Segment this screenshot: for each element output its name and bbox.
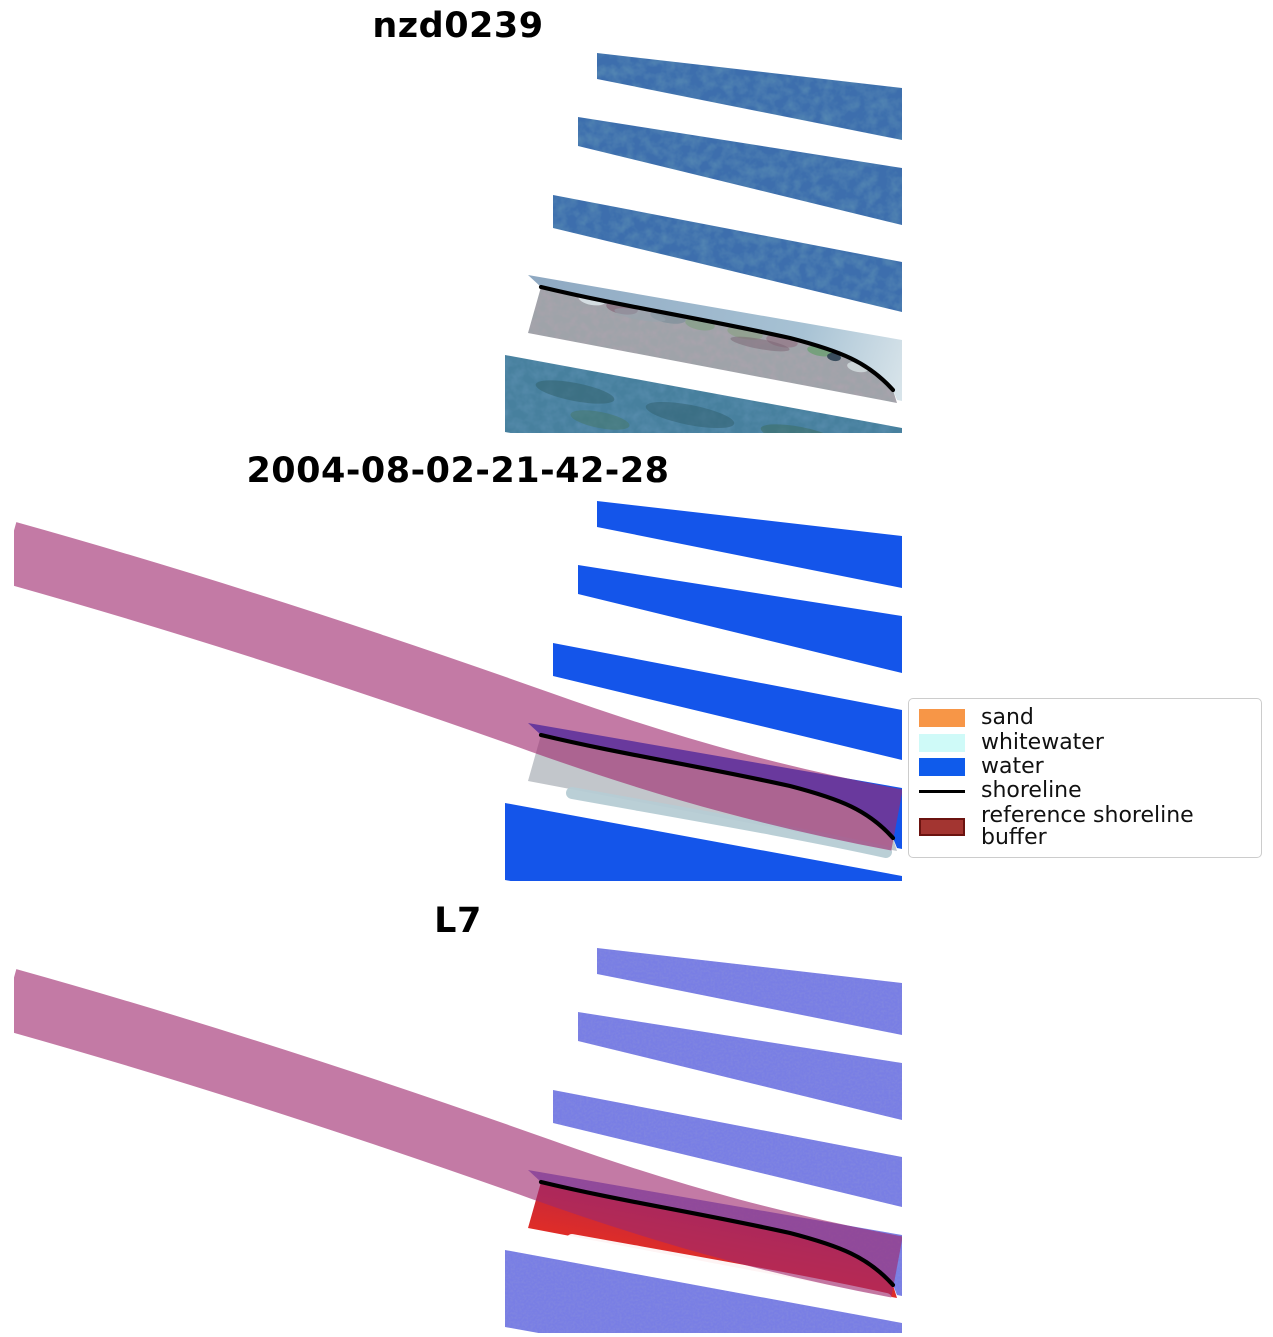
panel-3-title: L7 (434, 901, 482, 941)
legend-label: water (981, 753, 1044, 779)
legend-label: sand (981, 705, 1034, 731)
reference-shoreline-buffer-band (14, 969, 902, 1298)
reference-buffer-swatch (919, 817, 965, 836)
sand-swatch (919, 709, 965, 728)
legend-label: shoreline (981, 778, 1082, 804)
beach-region (528, 287, 897, 403)
beach-patch (827, 352, 841, 362)
panel-3-image (14, 948, 902, 1333)
whitewater-swatch (919, 733, 965, 752)
water-stripe (597, 501, 902, 588)
water-stripe (578, 1012, 902, 1120)
panel-1-image (505, 53, 902, 433)
legend-item-shoreline: shoreline (919, 780, 1251, 802)
shoreline-path (538, 1179, 896, 1288)
legend-label: whitewater (981, 729, 1104, 755)
sea-patch (570, 410, 630, 430)
water-stripe (553, 195, 902, 312)
shoreline-path (538, 284, 896, 393)
legend-item-water: water (919, 753, 1251, 779)
beach-edge-sliver (566, 1234, 892, 1305)
legend-box: sand whitewater water shoreline referenc… (908, 698, 1262, 858)
water-stripe (597, 53, 902, 140)
water-stripe (578, 565, 902, 673)
beach-patch (730, 336, 790, 352)
beach-edge-sliver (566, 787, 892, 858)
water-swatch (919, 757, 965, 776)
bottom-stripe (505, 803, 902, 881)
sea-patch (760, 424, 840, 433)
water-stripe (553, 643, 902, 760)
bottom-stripe (505, 1250, 902, 1333)
beach-patch (614, 308, 666, 322)
shoreline-swatch (919, 782, 965, 800)
above-shore-water (528, 275, 902, 401)
water-stripe (553, 1090, 902, 1207)
shoreline-path (538, 732, 896, 841)
legend-item-sand: sand (919, 707, 1251, 729)
sea-patch (535, 380, 615, 404)
reference-shoreline-buffer-band (14, 522, 902, 851)
panel-1-title: nzd0239 (372, 6, 544, 46)
water-stripe (578, 117, 902, 225)
panel-2-title: 2004-08-02-21-42-28 (246, 451, 670, 491)
water-stripe (597, 948, 902, 1035)
sea-patch (645, 401, 735, 429)
bottom-stripe (505, 355, 902, 433)
legend-item-whitewater: whitewater (919, 729, 1251, 755)
legend-item-reference-buffer: reference shoreline buffer (919, 802, 1251, 850)
legend-label: reference shoreline buffer (981, 802, 1194, 850)
panel-2-image (14, 501, 902, 881)
